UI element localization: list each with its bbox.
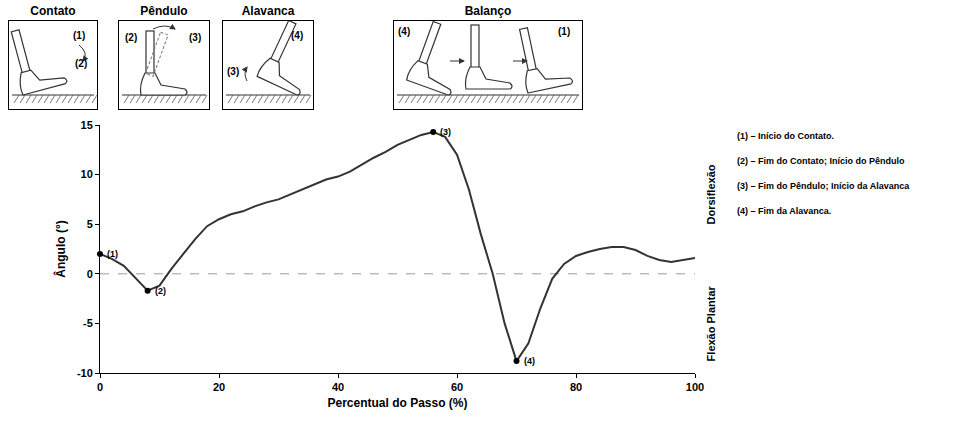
svg-text:0: 0 bbox=[97, 381, 103, 393]
svg-text:5: 5 bbox=[87, 218, 93, 230]
svg-text:(3): (3) bbox=[189, 32, 201, 43]
svg-text:15: 15 bbox=[81, 119, 93, 131]
html-text:Alavanca: Alavanca bbox=[241, 4, 295, 18]
svg-text:Ângulo (°): Ângulo (°) bbox=[53, 220, 68, 277]
svg-text:(3): (3) bbox=[440, 127, 451, 137]
svg-text:(4) – Fim da Alavanca.: (4) – Fim da Alavanca. bbox=[737, 206, 831, 216]
svg-text:(3): (3) bbox=[227, 66, 239, 77]
svg-text:80: 80 bbox=[570, 381, 582, 393]
html-text:Balanço: Balanço bbox=[464, 4, 512, 18]
svg-text:(1): (1) bbox=[107, 249, 118, 259]
svg-text:(2): (2) bbox=[75, 58, 87, 69]
svg-text:(1) – Início do Contato.: (1) – Início do Contato. bbox=[737, 131, 834, 141]
svg-text:-10: -10 bbox=[77, 367, 93, 379]
svg-text:100: 100 bbox=[686, 381, 704, 393]
svg-text:(3) – Fim do Pêndulo; Início d: (3) – Fim do Pêndulo; Início da Alavanca bbox=[737, 181, 910, 191]
svg-text:(2): (2) bbox=[155, 286, 166, 296]
svg-text:Percentual do Passo (%): Percentual do Passo (%) bbox=[327, 396, 467, 410]
svg-text:Flexão Plantar: Flexão Plantar bbox=[705, 285, 717, 361]
html-text:Contato: Contato bbox=[30, 4, 76, 18]
svg-text:(2): (2) bbox=[125, 32, 137, 43]
svg-text:40: 40 bbox=[332, 381, 344, 393]
svg-text:(2) – Fim do Contato; Início d: (2) – Fim do Contato; Início do Pêndulo bbox=[737, 156, 905, 166]
svg-text:(4): (4) bbox=[398, 26, 410, 37]
svg-text:60: 60 bbox=[451, 381, 463, 393]
html-text:Pêndulo: Pêndulo bbox=[140, 4, 188, 18]
svg-text:(4): (4) bbox=[524, 356, 535, 366]
svg-text:(4): (4) bbox=[291, 30, 303, 41]
svg-text:10: 10 bbox=[81, 168, 93, 180]
svg-text:-5: -5 bbox=[83, 317, 93, 329]
svg-text:0: 0 bbox=[87, 268, 93, 280]
svg-text:20: 20 bbox=[213, 381, 225, 393]
svg-text:(1): (1) bbox=[558, 26, 570, 37]
svg-text:(1): (1) bbox=[73, 30, 85, 41]
svg-text:Dorsiflexão: Dorsiflexão bbox=[705, 164, 717, 224]
